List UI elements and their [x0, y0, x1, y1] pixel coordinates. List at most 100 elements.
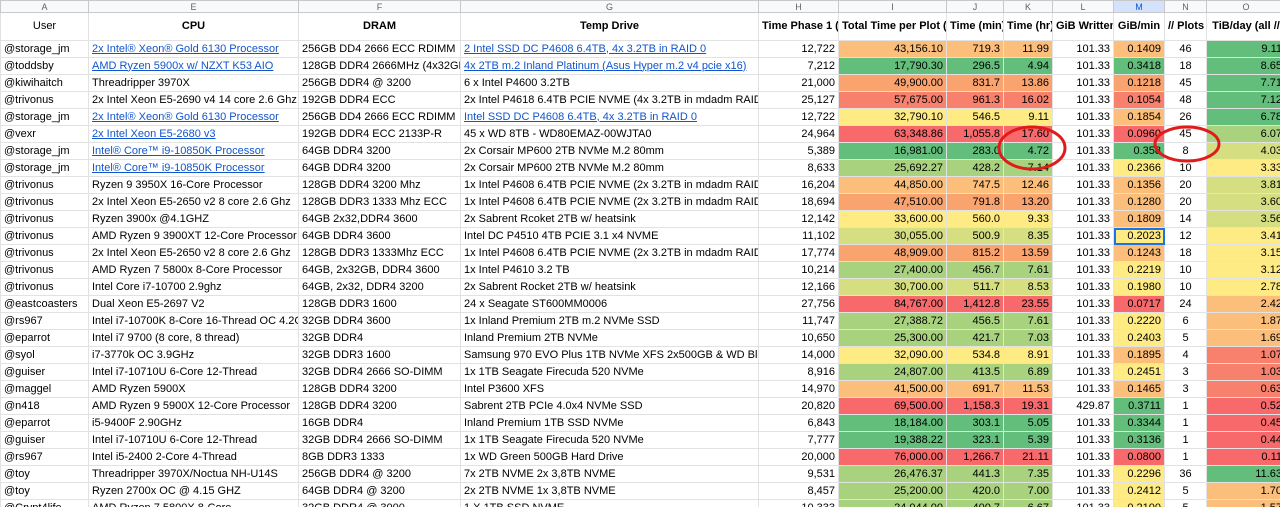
cell-temp-drive[interactable]: 7x 2TB NVME 2x 3,8TB NVME	[460, 465, 759, 483]
cell-total-time[interactable]: 43,156.10	[838, 40, 947, 58]
cell-cpu[interactable]: Intel Core i7-10700 2.9ghz	[88, 278, 299, 296]
cell-gib-written[interactable]: 101.33	[1052, 176, 1114, 194]
cell-gib-per-min[interactable]: 0.2403	[1113, 329, 1165, 347]
cell-tib-per-day[interactable]: 3.81	[1206, 176, 1280, 194]
cell-cpu[interactable]: Ryzen 3900x @4.1GHZ	[88, 210, 299, 228]
cell-dram[interactable]: 64GB 2x32,DDR4 3600	[298, 210, 461, 228]
cell-gib-per-min[interactable]: 0.2023	[1113, 227, 1165, 245]
cell-dram[interactable]: 16GB DDR4	[298, 414, 461, 432]
cell-tib-per-day[interactable]: 3.12	[1206, 261, 1280, 279]
cell-time-hr[interactable]: 9.11	[1003, 108, 1053, 126]
cell-plots[interactable]: 20	[1164, 176, 1207, 194]
cell-total-time[interactable]: 25,692.27	[838, 159, 947, 177]
cell-user[interactable]: @storage_jm	[0, 142, 89, 160]
cell-plots[interactable]: 18	[1164, 244, 1207, 262]
cell-gib-written[interactable]: 101.33	[1052, 210, 1114, 228]
cell-user[interactable]: @n418	[0, 397, 89, 415]
cell-gib-per-min[interactable]: 0.1054	[1113, 91, 1165, 109]
cell-time-hr[interactable]: 7.35	[1003, 465, 1053, 483]
cell-temp-drive[interactable]: Inland Premium 1TB SSD NVMe	[460, 414, 759, 432]
cell-time-hr[interactable]: 8.53	[1003, 278, 1053, 296]
cell-time-hr[interactable]: 11.99	[1003, 40, 1053, 58]
cell-time-hr[interactable]: 6.89	[1003, 363, 1053, 381]
cell-plots[interactable]: 46	[1164, 40, 1207, 58]
cell-temp-drive[interactable]: 2x Corsair MP600 2TB NVMe M.2 80mm	[460, 142, 759, 160]
cell-plots[interactable]: 1	[1164, 397, 1207, 415]
cell-tib-per-day[interactable]: 3.15	[1206, 244, 1280, 262]
cell-total-time[interactable]: 49,900.00	[838, 74, 947, 92]
cell-dram[interactable]: 128GB DDR3 1333Mhz ECC	[298, 244, 461, 262]
cell-time-hr[interactable]: 7.14	[1003, 159, 1053, 177]
cell-gib-per-min[interactable]: 0.1854	[1113, 108, 1165, 126]
cell-gib-written[interactable]: 101.33	[1052, 312, 1114, 330]
cell-cpu[interactable]: Ryzen 2700x OC @ 4.15 GHZ	[88, 482, 299, 500]
cell-total-time[interactable]: 25,200.00	[838, 482, 947, 500]
header-tib-per-day[interactable]: TiB/day (all //	[1206, 12, 1280, 41]
cpu-link[interactable]: Intel® Core™ i9-10850K Processor	[92, 144, 265, 157]
cell-cpu[interactable]: Intel® Core™ i9-10850K Processor	[88, 159, 299, 177]
cell-time-min[interactable]: 534.8	[946, 346, 1004, 364]
column-header-h[interactable]: H	[758, 0, 839, 13]
cell-dram[interactable]: 256GB DDR4 @ 3200	[298, 74, 461, 92]
column-header-j[interactable]: J	[946, 0, 1004, 13]
cell-phase1[interactable]: 6,843	[758, 414, 839, 432]
cell-time-hr[interactable]: 11.53	[1003, 380, 1053, 398]
cell-user[interactable]: @toy	[0, 482, 89, 500]
cell-temp-drive[interactable]: 1x Intel P4608 6.4TB PCIE NVME (2x 3.2TB…	[460, 193, 759, 211]
cell-cpu[interactable]: AMD Ryzen 7 5800X 8-Core	[88, 499, 299, 507]
cell-total-time[interactable]: 30,055.00	[838, 227, 947, 245]
cell-gib-per-min[interactable]: 0.2451	[1113, 363, 1165, 381]
cell-gib-written[interactable]: 101.33	[1052, 380, 1114, 398]
cell-time-hr[interactable]: 17.60	[1003, 125, 1053, 143]
cell-user[interactable]: @kiwihaitch	[0, 74, 89, 92]
cell-total-time[interactable]: 27,400.00	[838, 261, 947, 279]
cell-dram[interactable]: 64GB DDR4 3200	[298, 159, 461, 177]
cell-total-time[interactable]: 24,044.00	[838, 499, 947, 507]
cell-tib-per-day[interactable]: 3.41	[1206, 227, 1280, 245]
cell-tib-per-day[interactable]: 1.07	[1206, 346, 1280, 364]
cell-plots[interactable]: 8	[1164, 142, 1207, 160]
cell-gib-written[interactable]: 101.33	[1052, 499, 1114, 507]
cell-gib-per-min[interactable]: 0.1218	[1113, 74, 1165, 92]
cell-user[interactable]: @trivonus	[0, 227, 89, 245]
cell-tib-per-day[interactable]: 6.07	[1206, 125, 1280, 143]
cell-gib-per-min[interactable]: 0.3344	[1113, 414, 1165, 432]
cell-time-hr[interactable]: 7.00	[1003, 482, 1053, 500]
cell-total-time[interactable]: 18,184.00	[838, 414, 947, 432]
cell-user[interactable]: @trivonus	[0, 278, 89, 296]
cell-gib-per-min[interactable]: 0.1409	[1113, 40, 1165, 58]
column-header-m[interactable]: M	[1113, 0, 1165, 13]
cell-gib-per-min[interactable]: 0.3711	[1113, 397, 1165, 415]
cell-gib-written[interactable]: 101.33	[1052, 40, 1114, 58]
header-user[interactable]: User	[0, 12, 89, 41]
cell-tib-per-day[interactable]: 3.33	[1206, 159, 1280, 177]
cell-plots[interactable]: 14	[1164, 210, 1207, 228]
cell-user[interactable]: @trivonus	[0, 244, 89, 262]
header-time-hr[interactable]: Time (hr)	[1003, 12, 1053, 41]
cell-gib-per-min[interactable]: 0.0800	[1113, 448, 1165, 466]
cell-phase1[interactable]: 10,650	[758, 329, 839, 347]
cell-temp-drive[interactable]: 1x WD Green 500GB Hard Drive	[460, 448, 759, 466]
cell-cpu[interactable]: Dual Xeon E5-2697 V2	[88, 295, 299, 313]
cell-gib-per-min[interactable]: 0.2220	[1113, 312, 1165, 330]
cell-temp-drive[interactable]: 2 Intel SSD DC P4608 6.4TB, 4x 3.2TB in …	[460, 40, 759, 58]
cell-cpu[interactable]: 2x Intel® Xeon® Gold 6130 Processor	[88, 108, 299, 126]
cell-plots[interactable]: 5	[1164, 482, 1207, 500]
cell-gib-written[interactable]: 101.33	[1052, 74, 1114, 92]
cell-time-min[interactable]: 500.9	[946, 227, 1004, 245]
cell-cpu[interactable]: Intel i7-10710U 6-Core 12-Thread	[88, 431, 299, 449]
cell-gib-per-min[interactable]: 0.1980	[1113, 278, 1165, 296]
cell-user[interactable]: @syol	[0, 346, 89, 364]
cell-dram[interactable]: 64GB DDR4 3600	[298, 227, 461, 245]
cell-temp-drive[interactable]: 1x 1TB Seagate Firecuda 520 NVMe	[460, 431, 759, 449]
cell-time-min[interactable]: 791.8	[946, 193, 1004, 211]
column-header-n[interactable]: N	[1164, 0, 1207, 13]
cell-cpu[interactable]: Intel i7 9700 (8 core, 8 thread)	[88, 329, 299, 347]
cell-temp-drive[interactable]: 1x Intel P4610 3.2 TB	[460, 261, 759, 279]
cell-gib-per-min[interactable]: 0.3418	[1113, 57, 1165, 75]
cell-time-min[interactable]: 296.5	[946, 57, 1004, 75]
cell-temp-drive[interactable]: 1 X 1TB SSD NVME	[460, 499, 759, 507]
cell-gib-written[interactable]: 101.33	[1052, 159, 1114, 177]
cell-dram[interactable]: 192GB DDR4 ECC	[298, 91, 461, 109]
cell-time-hr[interactable]: 16.02	[1003, 91, 1053, 109]
